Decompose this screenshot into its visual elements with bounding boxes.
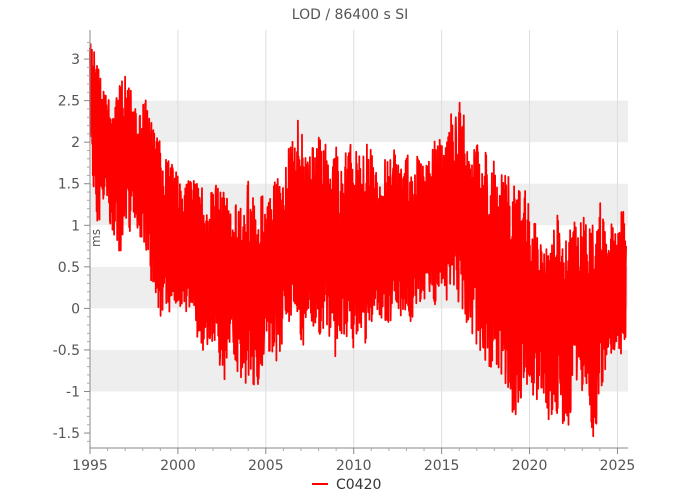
y-tick-label--1.5: -1.5	[53, 426, 80, 442]
x-tick-label-2015: 2015	[424, 458, 460, 474]
x-axis-ticks: 1995 2000 2005 2010 2015 2020 2025	[72, 448, 635, 474]
series-layer	[89, 43, 627, 438]
x-tick-label-2000: 2000	[160, 458, 196, 474]
y-tick-label-2.5: 2.5	[58, 94, 80, 110]
series-line-c0420	[89, 43, 627, 438]
x-tick-label-1995: 1995	[72, 458, 108, 474]
legend-label-c0420: C0420	[336, 477, 381, 493]
y-tick-label-3: 3	[71, 52, 80, 68]
grid-band-0	[90, 100, 628, 143]
y-tick-label-1: 1	[71, 218, 80, 234]
y-tick-label-2: 2	[71, 135, 80, 151]
y-tick-label-0.5: 0.5	[58, 260, 80, 276]
x-tick-label-2005: 2005	[248, 458, 284, 474]
x-tick-label-2010: 2010	[336, 458, 372, 474]
y-axis-label: ms	[89, 229, 103, 247]
y-tick-label-1.5: 1.5	[58, 177, 80, 193]
axes	[89, 30, 628, 449]
y-tick-label-0: 0	[71, 301, 80, 317]
chart-title: LOD / 86400 s SI	[292, 7, 408, 23]
y-tick-label--1: -1	[66, 384, 80, 400]
y-tick-label--0.5: -0.5	[53, 343, 80, 359]
x-tick-label-2020: 2020	[512, 458, 548, 474]
legend: C0420	[312, 477, 381, 493]
x-tick-label-2025: 2025	[600, 458, 636, 474]
y-axis-ticks: -1.5 -1 -0.5 0 0.5 1 1.5 2 2.5 3	[53, 41, 90, 442]
